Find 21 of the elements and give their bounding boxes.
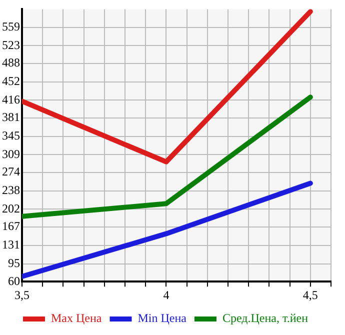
legend-label: Max Цена	[50, 311, 102, 326]
x-tick-label: 4,5	[302, 288, 318, 302]
y-tick-label: 167	[2, 219, 20, 234]
legend-label: Сред.Цена, т.йен	[222, 311, 309, 326]
y-tick-label: 452	[2, 74, 20, 88]
y-tick-label: 309	[2, 146, 20, 161]
y-tick-label: 238	[2, 183, 20, 198]
y-tick-label: 523	[2, 38, 20, 52]
y-tick-label: 416	[2, 92, 20, 106]
y-tick-label: 95	[8, 256, 20, 270]
x-tick-label: 4	[163, 288, 170, 302]
y-tick-label: 202	[2, 201, 20, 216]
y-tick-label: 60	[8, 274, 20, 288]
y-tick-label: 345	[2, 128, 20, 143]
y-tick-label: 488	[2, 56, 20, 70]
legend-label: Min Цена	[138, 311, 188, 326]
x-tick-label: 3,5	[14, 288, 30, 302]
y-tick-label: 381	[2, 110, 20, 124]
y-tick-label: 274	[2, 164, 20, 179]
y-tick-label: 559	[2, 19, 20, 34]
y-tick-label: 131	[2, 238, 20, 252]
